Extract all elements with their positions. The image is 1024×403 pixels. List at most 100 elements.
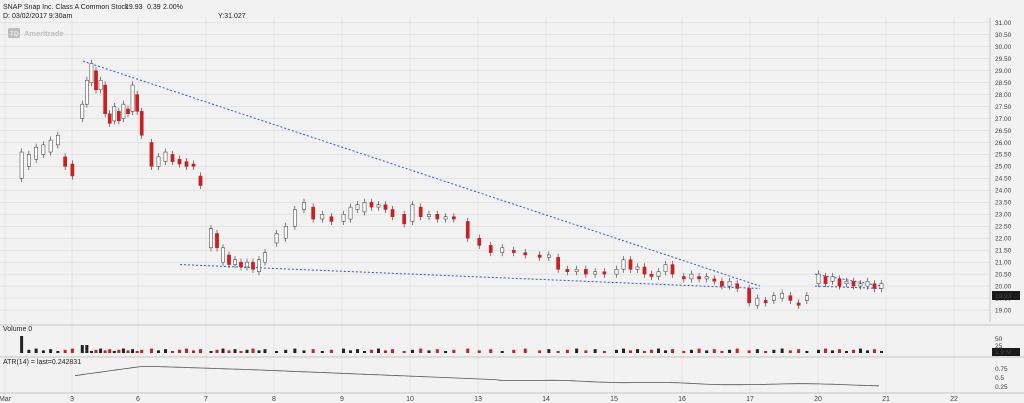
- candle: [772, 295, 776, 301]
- volume-bar: [275, 351, 279, 353]
- candle: [283, 226, 288, 239]
- volume-bar: [657, 348, 660, 353]
- candle: [689, 273, 694, 280]
- candle: [274, 233, 279, 244]
- volume-bar: [565, 349, 569, 353]
- price-tick: 24.50: [995, 176, 1012, 183]
- candle: [156, 156, 161, 167]
- volume-bar: [85, 345, 89, 353]
- x-axis: Mar 3 6 7 8 9 10 13 14 15 16 17 20 21 22: [0, 396, 958, 403]
- price-change: 0.39: [147, 4, 161, 11]
- x-tick: 8: [272, 396, 276, 403]
- volume-bar: [70, 348, 74, 353]
- candle: [293, 209, 297, 227]
- price-tick: 26.00: [995, 140, 1012, 147]
- volume-bar: [755, 349, 759, 353]
- candle: [755, 297, 760, 306]
- volume-bar: [824, 348, 827, 353]
- volume-bar: [356, 349, 359, 353]
- candle: [41, 144, 46, 155]
- candle: [348, 206, 353, 220]
- volume-bar: [112, 351, 116, 353]
- price-tick: 23.00: [995, 212, 1012, 219]
- volume-bar: [171, 351, 174, 353]
- candle: [670, 264, 675, 275]
- candle: [130, 84, 135, 112]
- volume-bar: [199, 349, 202, 353]
- trendline: [179, 264, 761, 289]
- atr-tick: 0.75: [995, 366, 1008, 373]
- price-tick: 28.50: [995, 80, 1012, 87]
- volume-bar: [622, 348, 625, 353]
- candle: [796, 302, 801, 306]
- candle: [649, 273, 654, 277]
- volume-bar: [780, 348, 784, 353]
- volume-bar: [402, 351, 406, 353]
- svg-text:1.9 M: 1.9 M: [995, 349, 1011, 356]
- volume-bar: [650, 349, 653, 353]
- volume-bar: [349, 350, 352, 353]
- candle: [221, 247, 225, 263]
- volume-bar: [859, 348, 862, 353]
- candle: [362, 202, 367, 213]
- candle: [500, 247, 505, 253]
- svg-text:TD: TD: [10, 31, 19, 38]
- candle: [488, 245, 493, 253]
- candle: [511, 249, 516, 253]
- candle: [355, 204, 360, 210]
- volume-axis: 50 25: [995, 336, 1003, 350]
- volume-bar: [215, 349, 219, 353]
- volume-tick: 50: [995, 336, 1003, 343]
- candle: [341, 214, 346, 222]
- volume-bar: [671, 349, 674, 353]
- volume-bar: [712, 349, 716, 353]
- candle: [805, 295, 809, 301]
- price-tick: 20.00: [995, 283, 1012, 290]
- candle: [34, 147, 38, 160]
- trendlines: [82, 60, 883, 289]
- volume-bar: [34, 348, 38, 353]
- volume-bar: [80, 345, 84, 353]
- candle: [19, 151, 24, 179]
- volume-bar: [227, 350, 231, 353]
- volume-bar: [320, 351, 324, 353]
- volume-bar: [735, 348, 739, 353]
- candle: [239, 261, 243, 268]
- volume-bar: [593, 349, 597, 353]
- volume-bar: [329, 349, 333, 353]
- volume-bar: [805, 351, 809, 353]
- candle: [121, 103, 126, 119]
- price-tick: 27.50: [995, 104, 1012, 111]
- watermark-logo: TD Ameritrade: [8, 28, 64, 38]
- volume-bar: [817, 349, 820, 353]
- volume-bar: [384, 350, 387, 353]
- volume-bar: [664, 350, 667, 353]
- candle: [227, 254, 231, 265]
- candle: [48, 139, 53, 153]
- volume-bar: [419, 348, 423, 353]
- candle: [427, 214, 431, 217]
- volume-bar: [140, 349, 144, 353]
- svg-text:Ameritrade: Ameritrade: [24, 29, 64, 38]
- candle: [163, 151, 168, 162]
- volume-bar: [689, 349, 693, 353]
- price-tick: 27.00: [995, 116, 1012, 123]
- volume-bar: [89, 351, 93, 353]
- volume-bar: [63, 349, 67, 353]
- volume-bar: [636, 349, 639, 353]
- volume-bar: [705, 350, 709, 353]
- volume-bar: [108, 349, 112, 353]
- price-tick: 29.00: [995, 68, 1012, 75]
- volume-bar: [221, 348, 225, 353]
- x-tick: 15: [610, 396, 618, 403]
- candle: [614, 269, 619, 275]
- x-tick: 22: [950, 396, 958, 403]
- volume-bar: [852, 349, 855, 353]
- candle: [56, 135, 60, 146]
- candle: [547, 254, 551, 258]
- candle: [443, 216, 448, 220]
- candle: [727, 281, 732, 287]
- candle: [302, 202, 306, 210]
- volume-bar: [284, 349, 288, 353]
- volume-bar: [435, 349, 439, 353]
